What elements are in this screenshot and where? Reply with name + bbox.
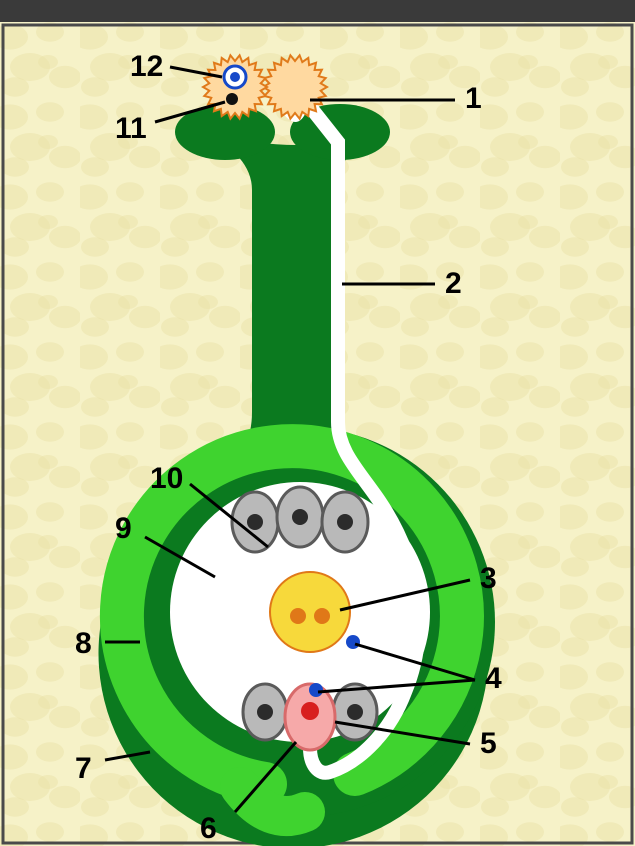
label-5: 5 [480, 727, 497, 761]
label-4: 4 [485, 662, 502, 696]
label-3: 3 [480, 562, 497, 596]
label-11: 11 [115, 112, 147, 146]
label-1: 1 [465, 82, 482, 116]
diagram-stage [0, 22, 635, 846]
label-7: 7 [75, 752, 92, 786]
label-12: 12 [130, 50, 163, 84]
window-topbar [0, 0, 635, 22]
label-6: 6 [200, 812, 217, 846]
label-2: 2 [445, 267, 462, 301]
label-9: 9 [115, 512, 132, 546]
diagram-svg [0, 22, 635, 846]
label-10: 10 [150, 462, 183, 496]
label-8: 8 [75, 627, 92, 661]
